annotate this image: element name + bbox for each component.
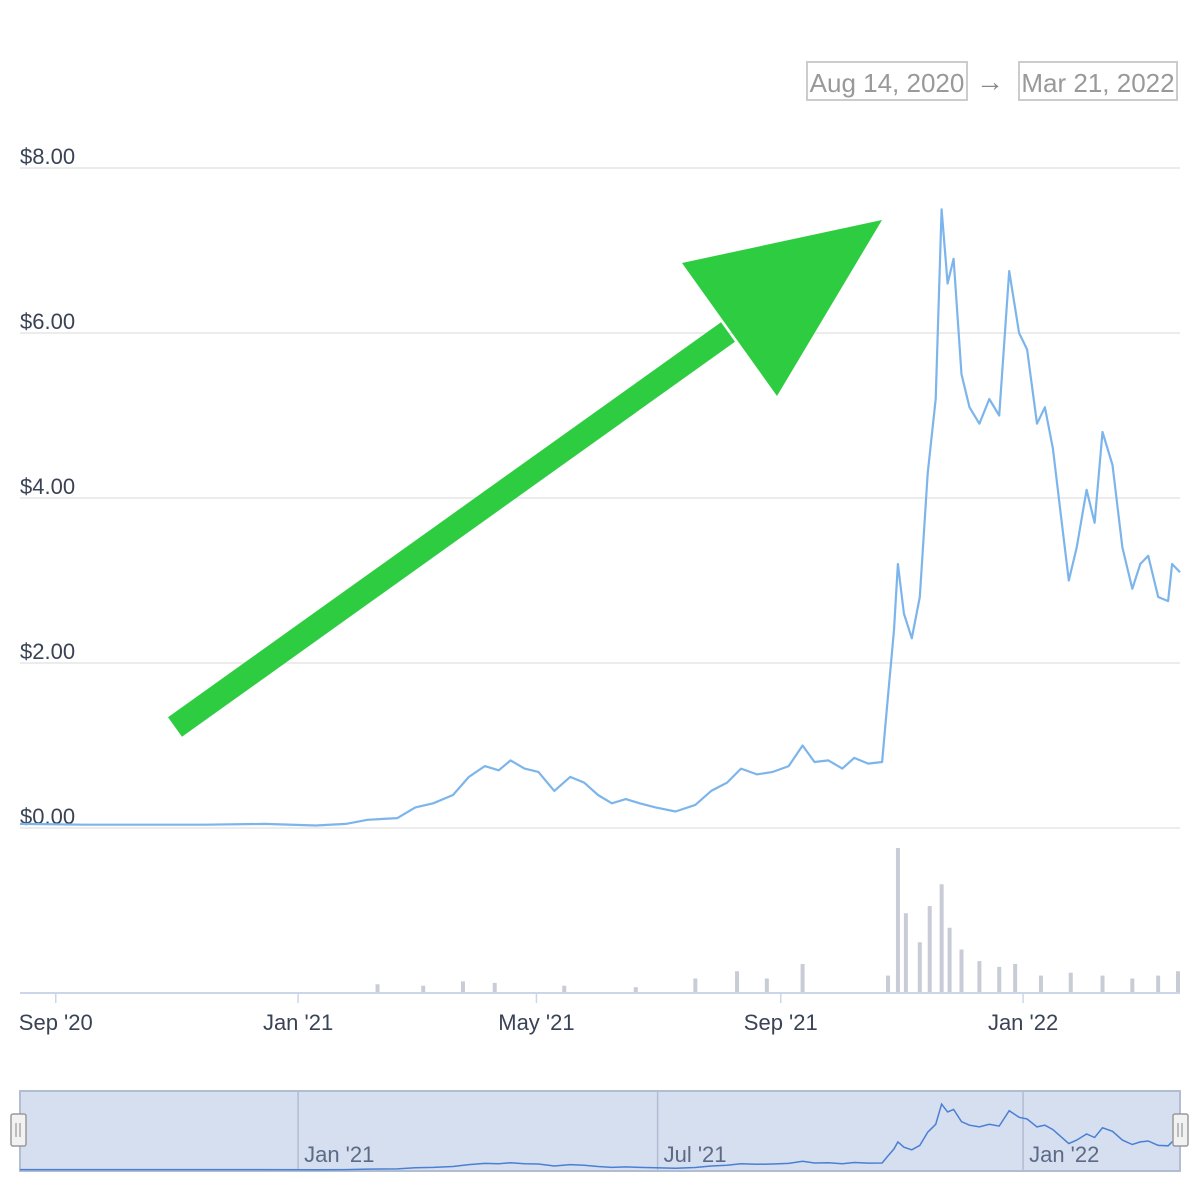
trend-arrow-shaft [168, 322, 735, 737]
volume-bar [460, 981, 465, 993]
navigator-label: Jan '21 [304, 1142, 374, 1167]
range-arrow-icon: → [976, 66, 1004, 97]
volume-bar [903, 913, 908, 993]
navigator-window[interactable] [19, 1090, 1181, 1172]
x-tick-label: Jan '21 [263, 1010, 333, 1035]
volume-bar [562, 985, 567, 993]
navigator-label: Jul '21 [664, 1142, 727, 1167]
volume-bar [1068, 972, 1073, 993]
trend-arrow-head [682, 220, 882, 396]
volume-bar [693, 978, 698, 993]
range-from-input[interactable]: Aug 14, 2020 [806, 61, 968, 101]
volume-bar [800, 964, 805, 993]
volume-bar [939, 884, 944, 993]
y-tick-label: $6.00 [20, 309, 75, 334]
volume-bar [492, 982, 497, 993]
navigator-label: Jan '22 [1029, 1142, 1099, 1167]
x-tick-label: Jan '22 [988, 1010, 1058, 1035]
range-to-input[interactable]: Mar 21, 2022 [1018, 61, 1178, 101]
navigator-handle-left[interactable] [10, 1113, 27, 1147]
volume-bar [895, 848, 900, 993]
x-tick-label: May '21 [498, 1010, 574, 1035]
grid-lines [20, 167, 1180, 829]
navigator[interactable]: Jan '21 Jul '21 Jan '22 [10, 1090, 1189, 1172]
volume-bar [1156, 975, 1161, 993]
y-tick-label: $4.00 [20, 474, 75, 499]
volume-bar [927, 906, 932, 993]
volume-bar [917, 942, 922, 993]
x-tick-label: Sep '20 [19, 1010, 93, 1035]
x-axis: Sep '20 Jan '21 May '21 Sep '21 Jan '22 [19, 993, 1058, 1035]
volume-bar [1013, 964, 1018, 993]
x-tick-label: Sep '21 [744, 1010, 818, 1035]
volume-bar [977, 961, 982, 993]
volume-bar [375, 984, 380, 993]
grip-icon[interactable] [1172, 1113, 1189, 1147]
volume-bar [997, 966, 1002, 993]
volume-bar [735, 971, 740, 993]
volume-bar [947, 927, 952, 993]
volume-bars [375, 848, 1181, 993]
grip-icon[interactable] [10, 1113, 27, 1147]
volume-bar [1100, 975, 1105, 993]
volume-bar [1038, 975, 1043, 993]
trend-arrow-icon [168, 220, 882, 737]
volume-bar [421, 985, 426, 993]
y-tick-label: $8.00 [20, 144, 75, 169]
y-axis: $0.00$2.00$4.00$6.00$8.00 [20, 144, 75, 829]
volume-bar [1176, 971, 1181, 993]
y-tick-label: $2.00 [20, 639, 75, 664]
volume-bar [886, 975, 891, 993]
volume-bar [764, 978, 769, 993]
volume-bar [633, 987, 638, 993]
price-series-line [19, 208, 1181, 827]
navigator-handle-right[interactable] [1172, 1113, 1189, 1147]
volume-bar [1130, 978, 1135, 993]
navigator-series-line [20, 1102, 1181, 1171]
volume-bar [959, 949, 964, 993]
